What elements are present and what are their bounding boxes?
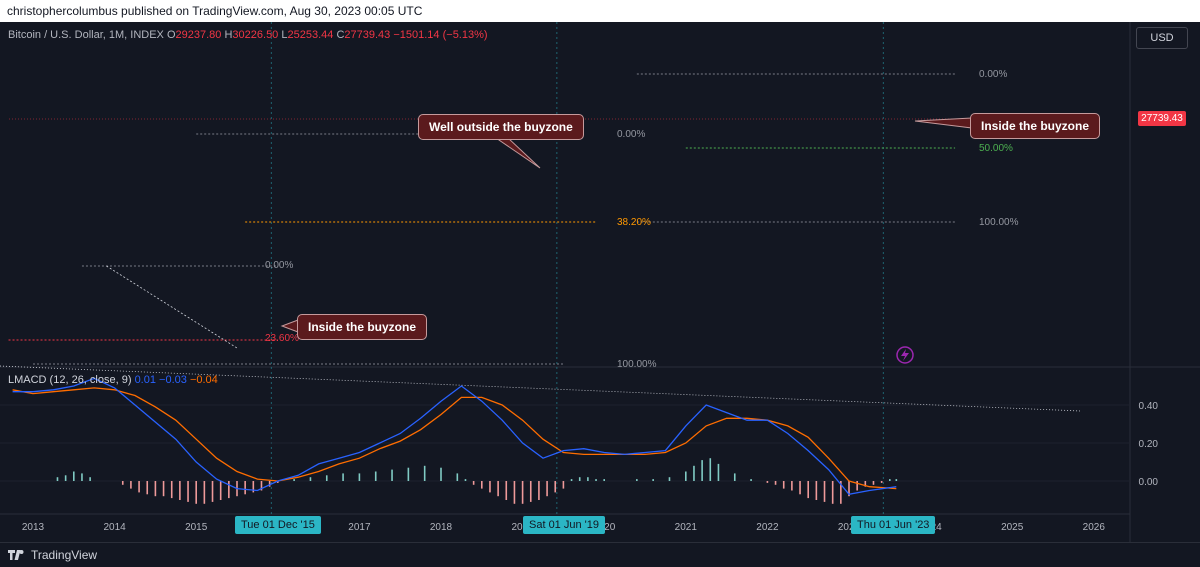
time-tick-label: 2022 xyxy=(756,522,779,533)
macd-label: LMACD (12, 26, close, 9) xyxy=(8,374,132,386)
signal-value: −0.04 xyxy=(189,374,218,386)
long-trend-line xyxy=(0,365,1081,412)
time-tick-label: 2025 xyxy=(1001,522,1024,533)
chart-background xyxy=(0,22,1200,542)
close-label: C xyxy=(336,29,345,41)
date-tag-jun-2019: Sat 01 Jun '19 xyxy=(523,516,605,534)
macd-tick-label: 0.00 xyxy=(1139,477,1159,488)
symbol-legend[interactable]: Bitcoin / U.S. Dollar, 1M, INDEX O29237.… xyxy=(8,29,488,41)
macd-value: 0.01 xyxy=(134,374,156,386)
close-value: 27739.43 xyxy=(344,29,391,41)
low-label: L xyxy=(281,29,288,41)
lightning-circle xyxy=(896,346,914,364)
lightning-icon xyxy=(896,346,914,364)
downtrend-line xyxy=(106,265,238,349)
time-tick-label: 2017 xyxy=(348,522,371,533)
current-price-tag: 27739.43 xyxy=(1138,111,1186,126)
lightning-bolt xyxy=(901,349,909,361)
time-tick-label: 2026 xyxy=(1083,522,1106,533)
fib-early-0-label: 0.00% xyxy=(265,260,293,271)
time-tick-label: 2013 xyxy=(22,522,45,533)
time-tick-label: 2014 xyxy=(103,522,126,533)
high-label: H xyxy=(224,29,233,41)
high-value: 30226.50 xyxy=(232,29,279,41)
fib-100-right-label: 100.00% xyxy=(979,217,1019,228)
macd-line xyxy=(12,377,897,496)
fib-top-0-label: 0.00% xyxy=(979,69,1007,80)
macd-tick-label: 0.40 xyxy=(1139,401,1159,412)
open-value: 29237.80 xyxy=(175,29,222,41)
publisher-header: christophercolumbus published on Trading… xyxy=(0,0,1200,22)
publisher-text: christophercolumbus published on Trading… xyxy=(7,4,423,18)
footer-bar: TradingView xyxy=(0,542,1200,567)
macd-line-value: −0.03 xyxy=(159,374,187,386)
macd-tick-label: 0.20 xyxy=(1139,439,1159,450)
time-tick-label: 2023 xyxy=(838,522,861,533)
annotation-outside-buyzone[interactable]: Well outside the buyzone xyxy=(418,114,584,140)
low-value: 25253.44 xyxy=(287,29,334,41)
grid-layer xyxy=(0,22,1200,542)
date-tag-jun-2023: Thu 01 Jun '23 xyxy=(851,516,936,534)
time-tick-label: 2021 xyxy=(675,522,698,533)
currency-button[interactable]: USD xyxy=(1136,27,1188,49)
date-tag-dec-2015: Tue 01 Dec '15 xyxy=(235,516,321,534)
symbol-name: Bitcoin / U.S. Dollar, 1M, INDEX xyxy=(8,29,164,41)
fib-3820-label: 38.20% xyxy=(617,217,651,228)
macd-layer xyxy=(12,377,898,504)
fib-100-low-label: 100.00% xyxy=(617,359,657,370)
time-tick-label: 2015 xyxy=(185,522,208,533)
time-tick-label: 2019 xyxy=(511,522,534,533)
annotation-inside-buyzone-2023[interactable]: Inside the buyzone xyxy=(970,113,1101,139)
annotation-inside-buyzone-2015[interactable]: Inside the buyzone xyxy=(297,314,428,340)
fib-50-label: 50.00% xyxy=(979,143,1013,154)
change-value: −1501.14 (−5.13%) xyxy=(393,29,488,41)
macd-legend[interactable]: LMACD (12, 26, close, 9) 0.01 −0.03 −0.0… xyxy=(8,374,218,386)
tradingview-logo[interactable]: TradingView xyxy=(8,548,97,562)
tradingview-brand: TradingView xyxy=(31,548,98,562)
tradingview-logo-icon xyxy=(8,550,24,560)
fib-2360-label: 23.60% xyxy=(265,333,299,344)
time-tick-label: 2018 xyxy=(430,522,453,533)
open-label: O xyxy=(166,29,176,41)
fib-mid-0-label: 0.00% xyxy=(617,129,645,140)
